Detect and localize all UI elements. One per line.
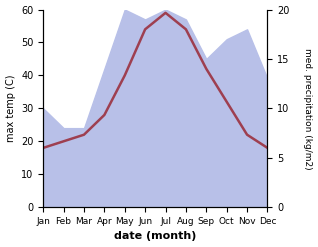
X-axis label: date (month): date (month) — [114, 231, 197, 242]
Y-axis label: max temp (C): max temp (C) — [5, 75, 16, 142]
Y-axis label: med. precipitation (kg/m2): med. precipitation (kg/m2) — [303, 48, 313, 169]
